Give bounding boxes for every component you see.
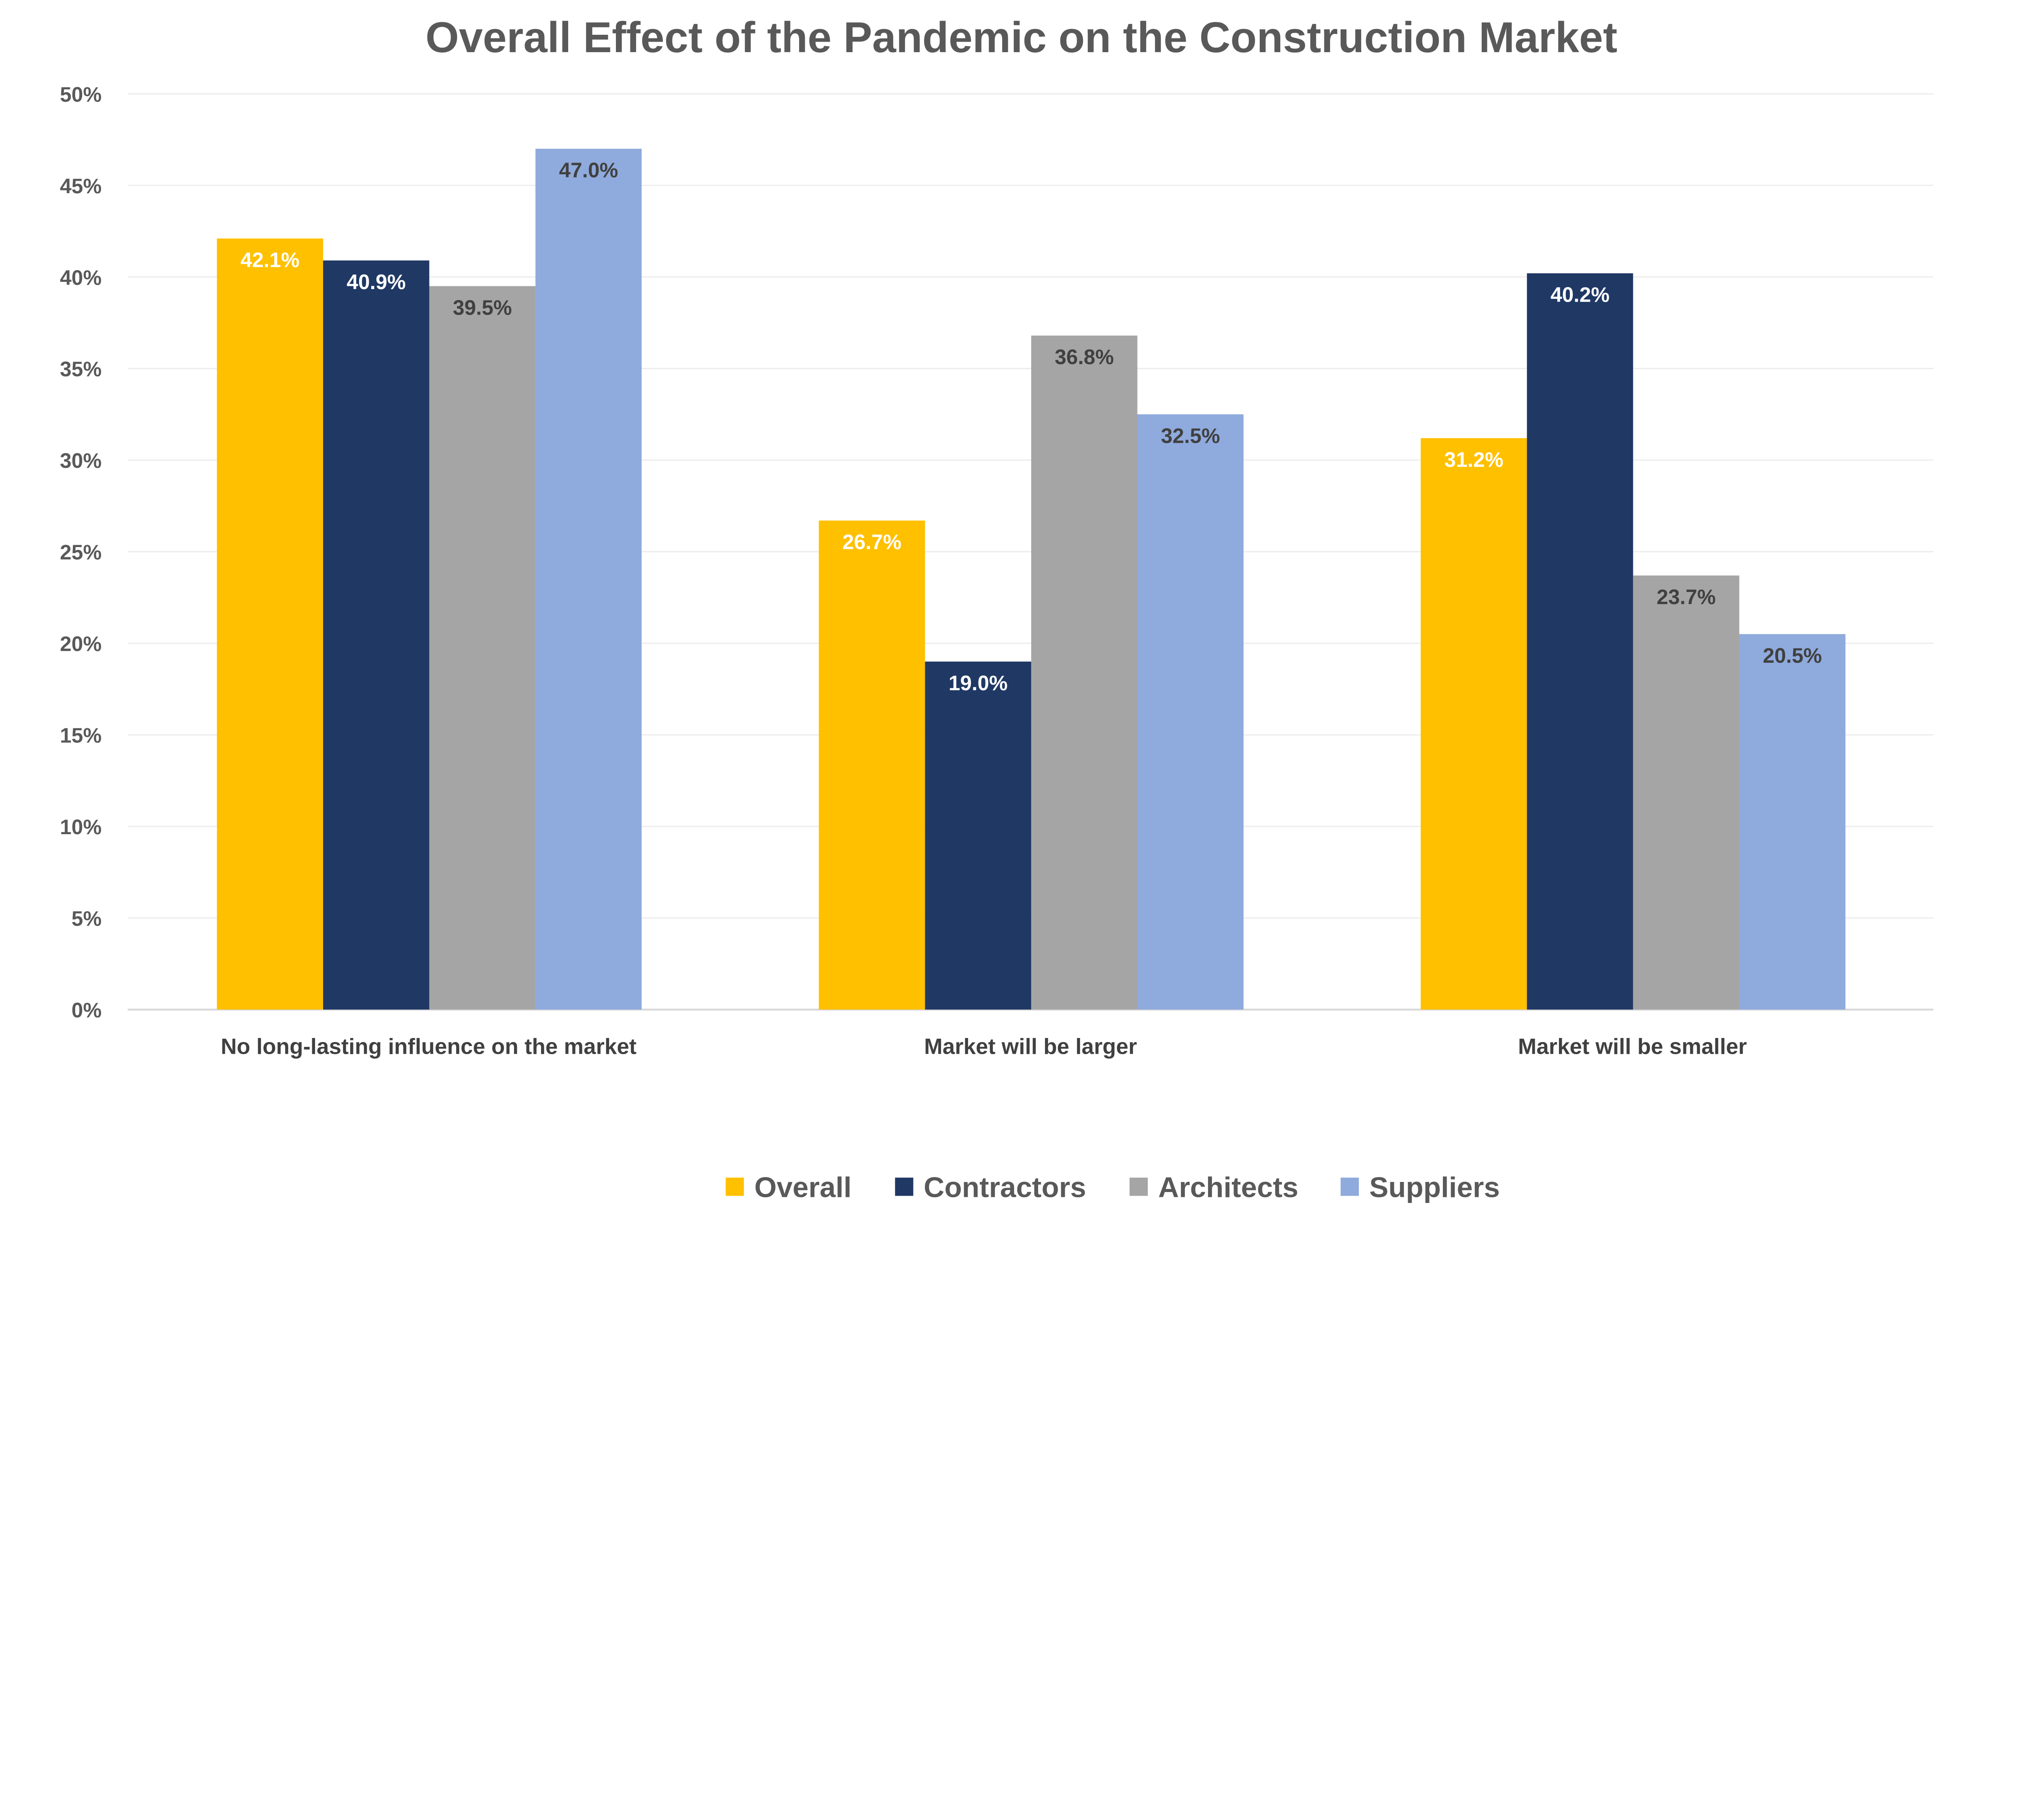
bars <box>217 148 1846 1010</box>
y-tick-label: 50% <box>60 82 102 106</box>
y-tick-label: 10% <box>60 815 102 839</box>
bar-architects <box>1633 575 1739 1010</box>
data-label: 36.8% <box>1055 345 1114 369</box>
legend-label: Overall <box>754 1172 851 1204</box>
y-axis: 0% 5% 10% 15% 20% 25% 30% 35% 40% 45% 50% <box>60 82 102 1022</box>
y-tick-label: 30% <box>60 449 102 472</box>
bar-suppliers <box>1739 634 1846 1010</box>
data-label: 23.7% <box>1657 585 1716 609</box>
x-tick-label: No long-lasting influence on the market <box>221 1034 637 1059</box>
legend-item-architects: Architects <box>1129 1172 1299 1204</box>
data-label: 31.2% <box>1444 448 1503 471</box>
data-label: 19.0% <box>949 671 1008 695</box>
bar-overall <box>819 520 925 1010</box>
data-label: 39.5% <box>453 296 512 319</box>
data-label: 40.9% <box>347 270 406 294</box>
y-tick-label: 45% <box>60 174 102 198</box>
legend-swatch <box>1129 1177 1148 1196</box>
y-tick-label: 15% <box>60 724 102 747</box>
bar-architects <box>1031 335 1138 1010</box>
bar-contractors <box>1527 273 1633 1010</box>
data-labels: 42.1% 40.9% 39.5% 47.0% 26.7% 19.0% 36.8% 32.5%… <box>241 159 1822 695</box>
legend-label: Architects <box>1158 1172 1299 1204</box>
bar-overall <box>217 238 323 1010</box>
data-label: 47.0% <box>559 159 618 182</box>
y-tick-label: 20% <box>60 632 102 655</box>
legend-item-contractors: Contractors <box>895 1172 1086 1204</box>
bar-overall <box>1421 438 1527 1010</box>
legend-swatch <box>725 1177 744 1196</box>
x-tick-label: Market will be larger <box>924 1034 1137 1059</box>
y-tick-label: 40% <box>60 266 102 289</box>
legend-swatch <box>895 1177 914 1196</box>
legend-item-suppliers: Suppliers <box>1341 1172 1500 1204</box>
data-label: 40.2% <box>1550 283 1610 307</box>
y-tick-label: 35% <box>60 357 102 381</box>
legend: Overall Contractors Architects Suppliers <box>725 1172 1500 1204</box>
data-label: 26.7% <box>842 530 901 554</box>
data-label: 42.1% <box>241 248 300 272</box>
bar-contractors <box>925 662 1031 1010</box>
legend-item-overall: Overall <box>725 1172 852 1204</box>
y-tick-label: 0% <box>72 998 102 1022</box>
y-tick-label: 5% <box>72 907 102 930</box>
legend-label: Suppliers <box>1369 1172 1500 1204</box>
x-axis: No long-lasting influence on the market M… <box>221 1034 1747 1059</box>
data-label: 32.5% <box>1161 424 1220 448</box>
x-tick-label: Market will be smaller <box>1518 1034 1747 1059</box>
bar-suppliers <box>535 148 642 1010</box>
y-tick-label: 25% <box>60 541 102 564</box>
bar-suppliers <box>1137 414 1244 1010</box>
legend-label: Contractors <box>924 1172 1086 1204</box>
data-label: 20.5% <box>1763 644 1822 667</box>
bar-chart: Overall Effect of the Pandemic on the Co… <box>60 13 1933 1204</box>
legend-swatch <box>1341 1177 1359 1196</box>
bar-architects <box>429 286 536 1010</box>
bar-contractors <box>323 260 429 1010</box>
chart-title: Overall Effect of the Pandemic on the Co… <box>425 13 1617 61</box>
